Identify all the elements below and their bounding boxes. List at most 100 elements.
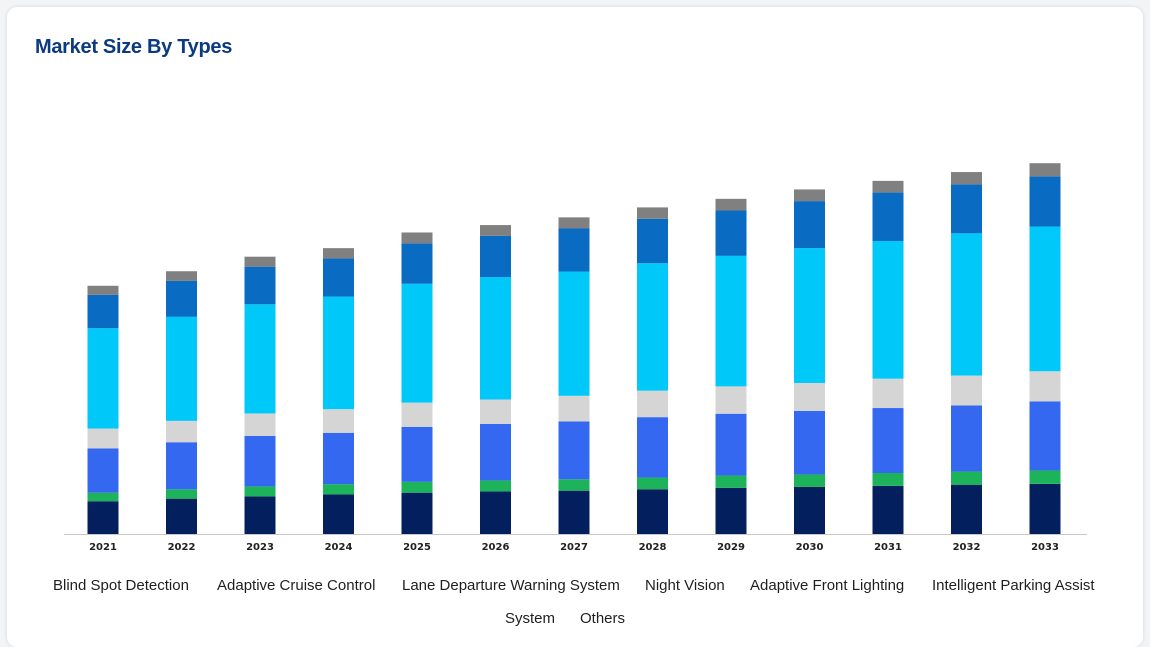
bar-segment: [244, 496, 276, 534]
bar-segment: [323, 409, 354, 433]
bar-segment: [558, 271, 590, 396]
bar-segment: [951, 184, 982, 234]
bar-stack-2033: [1029, 163, 1061, 534]
bar-segment: [951, 172, 982, 185]
bar-segment: [1029, 401, 1061, 471]
bar-stack-2025: [401, 232, 433, 534]
x-tick-label: 2022: [168, 542, 196, 553]
bar-segment: [794, 382, 825, 411]
bar-segment: [1029, 163, 1061, 177]
bar-segment: [715, 198, 747, 211]
bar-segment: [558, 395, 590, 422]
legend-entry: Lane Departure Warning System: [402, 577, 620, 594]
bar-segment: [637, 417, 668, 478]
bar-segment: [794, 189, 825, 202]
bar-segment: [401, 402, 433, 427]
bar-segment: [872, 241, 904, 379]
bar-segment: [951, 484, 982, 534]
bar-segment: [323, 432, 354, 485]
legend-entry: Night Vision: [645, 577, 725, 594]
bar-segment: [244, 435, 276, 487]
bar-segment: [951, 375, 982, 406]
x-tick-label: 2030: [796, 542, 824, 553]
chart-title: Market Size By Types: [35, 36, 233, 58]
bar-segment: [166, 442, 197, 490]
legend-entry: System: [505, 610, 556, 627]
bar-segment: [166, 316, 197, 421]
bar-segment: [715, 210, 747, 256]
x-tick-label: 2028: [639, 542, 667, 553]
bar-segment: [166, 271, 197, 281]
bar-segment: [872, 473, 904, 486]
x-tick-label: 2023: [246, 542, 274, 553]
bar-segment: [87, 492, 119, 502]
bar-segment: [872, 378, 904, 409]
bar-segment: [872, 408, 904, 474]
bar-segment: [1029, 483, 1061, 534]
bar-segment: [480, 480, 511, 492]
bar-stack-2032: [951, 172, 982, 534]
bar-segment: [401, 243, 433, 284]
bar-segment: [166, 489, 197, 499]
bar-segment: [1029, 470, 1061, 484]
bar-segment: [637, 218, 668, 264]
x-tick-label: 2033: [1031, 542, 1059, 553]
bar-stack-2023: [244, 256, 276, 534]
bar-segment: [715, 386, 747, 414]
bar-segment: [794, 201, 825, 249]
bar-segment: [244, 304, 276, 414]
bar-segment: [87, 294, 119, 329]
bar-stack-2030: [794, 189, 825, 534]
bar-segment: [87, 448, 119, 493]
bar-segment: [872, 485, 904, 534]
bar-segment: [558, 421, 590, 480]
bar-segment: [558, 217, 590, 229]
bar-segment: [951, 233, 982, 376]
bar-segment: [401, 481, 433, 493]
bar-segment: [244, 486, 276, 497]
bar-segment: [637, 489, 668, 534]
bar-stack-2024: [323, 248, 354, 534]
bar-segment: [558, 490, 590, 534]
bar-segment: [401, 492, 433, 534]
bar-segment: [323, 494, 354, 534]
bar-stack-2028: [637, 207, 668, 534]
bar-segment: [480, 225, 511, 236]
bar-segment: [794, 410, 825, 475]
bar-segment: [87, 328, 119, 429]
bar-segment: [87, 501, 119, 534]
bar-segment: [558, 228, 590, 272]
bar-segment: [166, 280, 197, 317]
x-tick-label: 2021: [89, 542, 117, 553]
bar-segment: [323, 296, 354, 410]
x-tick-label: 2027: [560, 542, 588, 553]
bar-segment: [794, 248, 825, 383]
bar-segment: [794, 474, 825, 487]
x-tick-label: 2024: [325, 542, 353, 553]
bar-segment: [480, 399, 511, 424]
bar-segment: [480, 491, 511, 534]
bar-segment: [87, 285, 119, 295]
bar-segment: [480, 235, 511, 278]
bar-segment: [166, 498, 197, 534]
bar-segment: [951, 405, 982, 472]
bar-stack-2031: [872, 180, 904, 534]
bar-segment: [1029, 371, 1061, 402]
legend-entry: Blind Spot Detection: [53, 577, 189, 594]
bar-segment: [480, 423, 511, 481]
bar-segment: [715, 487, 747, 534]
bar-segment: [794, 486, 825, 534]
bar-segment: [323, 484, 354, 495]
x-tick-label: 2025: [403, 542, 431, 553]
stacked-bar-chart: 2021 2022 2023 2024 2025 2026 2027 2028 2029 2030…: [64, 163, 1087, 553]
bar-segment: [1029, 226, 1061, 372]
bar-segment: [87, 428, 119, 449]
bar-segment: [401, 232, 433, 244]
bar-stack-2027: [558, 217, 590, 534]
bar-segment: [166, 420, 197, 443]
bar-segment: [872, 180, 904, 193]
bar-stack-2022: [166, 271, 197, 534]
bar-segment: [637, 390, 668, 418]
bar-segment: [244, 266, 276, 305]
x-tick-label: 2026: [482, 542, 510, 553]
